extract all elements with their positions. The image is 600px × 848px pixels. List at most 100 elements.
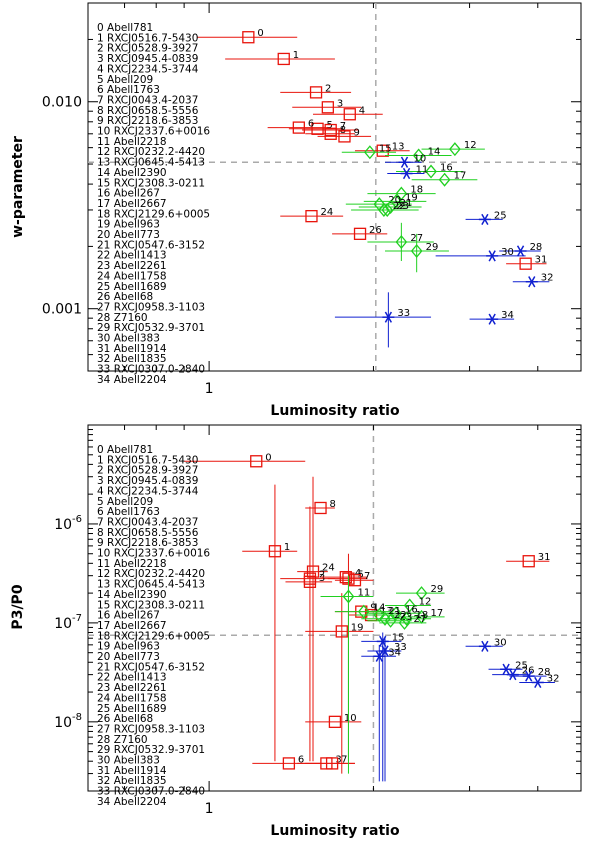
point-label: 9 (353, 127, 359, 138)
legend-entry: 2 RXCJ0528.9-3927 (97, 465, 198, 477)
legend-entry: 0 Abell781 (97, 444, 153, 456)
legend-entry: 13 RXCJ0645.4-5413 (97, 157, 205, 169)
legend-entry: 34 Abell2204 (97, 796, 167, 808)
point-label: 32 (541, 273, 554, 284)
square-marker (338, 130, 351, 143)
asterisk-marker (400, 156, 409, 168)
y-tick-label: 10-8 (54, 712, 82, 731)
point-label: 21 (388, 606, 401, 617)
y-tick-exponent: -6 (72, 514, 82, 525)
legend-entry: 8 RXCJ0658.5-5556 (97, 105, 199, 117)
legend-entry: 25 Abell1689 (97, 703, 167, 715)
y-tick-base: 10 (54, 517, 72, 533)
data-point: 10 (385, 153, 426, 168)
legend-entry: 11 Abell2218 (97, 558, 167, 570)
data-point: 29 (396, 584, 445, 601)
point-label: 12 (419, 596, 432, 607)
diamond-marker (412, 148, 425, 163)
y-tick-exponent: -7 (72, 613, 82, 624)
point-label: 15 (392, 632, 405, 643)
legend-entry: 9 RXCJ2218.6-3853 (97, 537, 198, 549)
legend-entry: 28 Z7160 (97, 312, 148, 324)
legend-entry: 30 Abell383 (97, 333, 160, 345)
point-label: 26 (522, 666, 535, 677)
y-tick-base: 10 (54, 616, 72, 632)
point-label: 1 (284, 542, 290, 553)
data-point: 2 (280, 83, 352, 99)
panel-bottom-ylabel: P3/P0 (10, 584, 26, 629)
square-marker (522, 555, 535, 568)
legend-entry: 24 Abell1758 (97, 692, 167, 704)
point-label: 34 (388, 647, 401, 658)
data-point: 25 (465, 210, 507, 226)
legend-entry: 6 Abell1763 (97, 506, 160, 518)
data-point: 33 (334, 292, 432, 348)
point-label: 32 (547, 673, 560, 684)
legend-entry: 16 Abell267 (97, 610, 160, 622)
data-point: 24 (280, 207, 344, 223)
legend-entry: 26 Abell68 (97, 291, 153, 303)
legend-entry: 24 Abell1758 (97, 270, 167, 282)
legend-entry: 10 RXCJ2337.6+0016 (97, 548, 210, 560)
data-point: 30 (435, 247, 526, 262)
data-point: 31 (506, 255, 547, 270)
asterisk-marker (528, 276, 536, 288)
point-label: 6 (308, 119, 314, 130)
point-label: 2 (319, 570, 325, 581)
point-label: 3 (335, 754, 341, 765)
point-label: 7 (340, 121, 346, 132)
square-marker (325, 757, 339, 770)
data-point: 19 (305, 593, 374, 774)
diamond-marker (364, 145, 376, 160)
diamond-marker (378, 202, 390, 217)
point-label: 0 (257, 28, 263, 39)
legend-entry: 3 RXCJ0945.4-0839 (97, 53, 198, 65)
legend-entry: 30 Abell383 (97, 755, 160, 767)
legend-entry: 16 Abell267 (97, 188, 160, 200)
diamond-marker (415, 586, 428, 601)
panel-bottom: 0813124234579131910637291211141617182122… (10, 424, 582, 839)
panel-top-frame (87, 2, 582, 372)
diamond-marker (410, 243, 423, 259)
legend-entry: 14 Abell2390 (97, 167, 167, 179)
y-tick-label: 0.010 (42, 95, 82, 111)
point-label: 13 (392, 142, 405, 153)
square-marker (353, 227, 367, 240)
data-point: 3 (285, 573, 333, 588)
data-point: 7 (334, 571, 374, 587)
point-label: 6 (298, 754, 304, 765)
data-point: 34 (361, 644, 401, 782)
asterisk-marker (402, 167, 411, 180)
point-label: 15 (379, 143, 392, 154)
legend-entry: 31 Abell1914 (97, 765, 167, 777)
square-marker (282, 757, 296, 770)
panel-bottom-xlabel: Luminosity ratio (270, 823, 400, 839)
y-tick-label: 0.001 (42, 302, 82, 318)
diamond-marker (384, 199, 397, 215)
point-label: 4 (359, 105, 365, 116)
data-point: 15 (341, 143, 397, 160)
point-label: 22 (393, 201, 406, 212)
point-label: 11 (357, 587, 370, 598)
legend-entry: 1 RXCJ0516.7-5430 (97, 454, 198, 466)
legend-entry: 21 RXCJ0547.6-3152 (97, 239, 205, 251)
panel-top-ylabel: w-parameter (10, 136, 26, 238)
data-point: 11 (387, 165, 428, 180)
asterisk-marker (481, 213, 489, 226)
data-point: 1 (242, 484, 298, 762)
data-point: 6 (267, 119, 328, 134)
legend-entry: 17 Abell2667 (97, 620, 167, 632)
diamond-marker (425, 164, 437, 179)
legend-entry: 14 Abell2390 (97, 589, 167, 601)
legend-entry: 27 RXCJ0958.3-1103 (97, 723, 205, 735)
panel-bottom-frame (87, 424, 582, 792)
legend-entry: 17 Abell2667 (97, 198, 167, 210)
legend-entry: 0 Abell781 (97, 22, 153, 34)
asterisk-marker (502, 663, 510, 675)
diamond-marker (398, 615, 411, 630)
point-label: 23 (400, 612, 413, 623)
point-label: 18 (416, 610, 429, 621)
point-label: 1 (293, 50, 299, 61)
